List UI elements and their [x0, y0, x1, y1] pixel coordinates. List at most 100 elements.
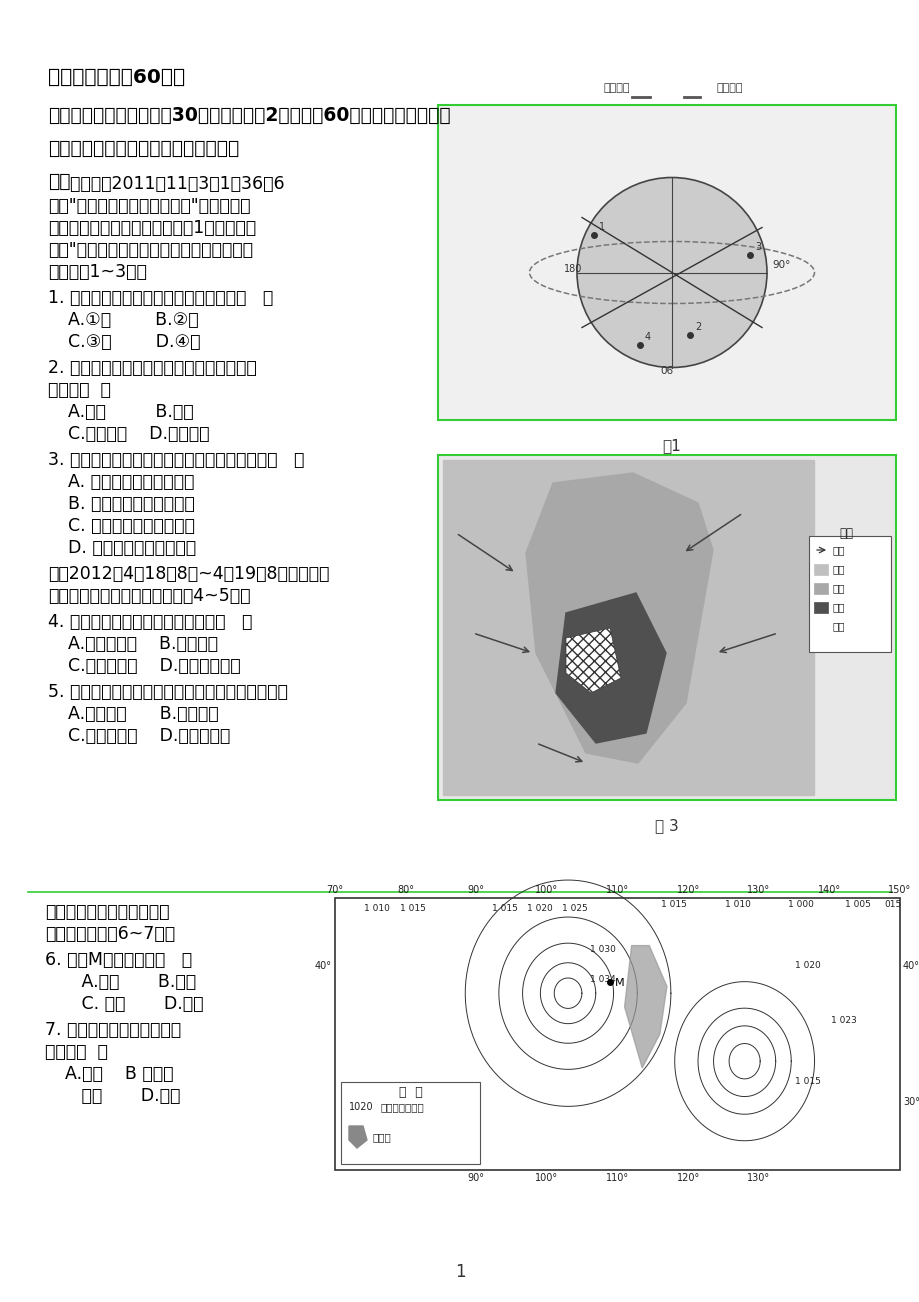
Text: 地区降水分布示意图。读图回答4~5题。: 地区降水分布示意图。读图回答4~5题。	[48, 587, 250, 605]
Text: 130°: 130°	[746, 1173, 769, 1184]
Text: 简图。读图回答6~7题。: 简图。读图回答6~7题。	[45, 924, 175, 943]
Text: 暖锋       D.冷锋: 暖锋 D.冷锋	[65, 1087, 180, 1105]
Polygon shape	[526, 473, 712, 763]
Polygon shape	[348, 1126, 367, 1148]
Text: 1 005: 1 005	[844, 900, 869, 909]
Text: 图1: 图1	[662, 437, 681, 453]
Text: 系统是（  ）: 系统是（ ）	[45, 1043, 108, 1061]
Text: 120°: 120°	[675, 885, 699, 894]
Text: （一）选择题：本大题共30小题，每小题2分，共计60分。在每小题给出的: （一）选择题：本大题共30小题，每小题2分，共计60分。在每小题给出的	[48, 105, 450, 125]
Text: 1 010: 1 010	[724, 900, 750, 909]
Text: 06: 06	[659, 366, 673, 376]
Text: 100°: 100°	[535, 885, 558, 894]
FancyBboxPatch shape	[341, 1082, 480, 1164]
Text: 等压线（百帕）: 等压线（百帕）	[380, 1101, 425, 1112]
Text: 1 015: 1 015	[491, 905, 516, 914]
Bar	[813, 583, 827, 594]
Text: 100°: 100°	[535, 1173, 558, 1184]
Text: 1 015: 1 015	[400, 905, 425, 914]
Text: 30°: 30°	[902, 1098, 919, 1107]
Text: 1. 首次成功对接时，地球表面的晨线是（   ）: 1. 首次成功对接时，地球表面的晨线是（ ）	[48, 289, 273, 307]
Text: A. 在北半球，并向北移动: A. 在北半球，并向北移动	[68, 473, 194, 491]
Text: A.①线        B.②线: A.①线 B.②线	[68, 311, 199, 329]
Text: 图 3: 图 3	[654, 818, 678, 833]
Text: 110°: 110°	[606, 885, 629, 894]
Text: 140°: 140°	[817, 885, 840, 894]
Text: 130°: 130°	[746, 885, 769, 894]
Text: 系的是（  ）: 系的是（ ）	[48, 381, 111, 398]
Text: 4: 4	[644, 332, 651, 341]
Text: 1 015: 1 015	[794, 1077, 821, 1086]
Text: 40°: 40°	[314, 961, 332, 971]
Text: 120°: 120°	[675, 1173, 699, 1184]
FancyBboxPatch shape	[437, 105, 895, 421]
Text: 秒，"天宫一号冶目标飞行器与"神舟八号冶: 秒，"天宫一号冶目标飞行器与"神舟八号冶	[48, 197, 250, 215]
Text: M: M	[614, 978, 623, 988]
Text: 70°: 70°	[326, 885, 343, 894]
Text: 1 023: 1 023	[830, 1016, 856, 1025]
Text: 神舟八号: 神舟八号	[716, 83, 743, 92]
Text: 图是2012年4月18日8时~4月19日8时我国部分: 图是2012年4月18日8时~4月19日8时我国部分	[48, 565, 329, 583]
Text: 1 010: 1 010	[364, 905, 390, 914]
Circle shape	[576, 177, 766, 367]
Text: A.云雾         B.流星: A.云雾 B.流星	[68, 404, 193, 421]
FancyBboxPatch shape	[808, 536, 890, 652]
Text: 180: 180	[563, 264, 582, 275]
Text: 1020: 1020	[348, 1101, 373, 1112]
Text: 气流: 气流	[832, 546, 845, 555]
Text: 4. 形成图示地区降水的主要原因是（   ）: 4. 形成图示地区降水的主要原因是（ ）	[48, 613, 252, 631]
Polygon shape	[624, 945, 666, 1068]
Text: C. 在南半球，并向南移动: C. 在南半球，并向南移动	[68, 517, 195, 535]
Text: 1 034: 1 034	[590, 975, 616, 984]
Text: 上图是某区域某时地面天气: 上图是某区域某时地面天气	[45, 904, 169, 921]
Bar	[813, 564, 827, 575]
Polygon shape	[565, 628, 620, 693]
Text: B. 在北半球，并向南移动: B. 在北半球，并向南移动	[68, 495, 195, 513]
Text: 冶与"天宫一号冶首次对接空间位置示意图。: 冶与"天宫一号冶首次对接空间位置示意图。	[48, 241, 253, 259]
Text: 7. 产生图示区域降水的天气: 7. 产生图示区域降水的天气	[45, 1021, 181, 1039]
Text: 1 020: 1 020	[527, 905, 552, 914]
Text: C. 西北       D.西南: C. 西北 D.西南	[65, 995, 203, 1013]
Text: 中雨: 中雨	[832, 583, 845, 592]
Bar	[813, 621, 827, 631]
Text: 110°: 110°	[606, 1173, 629, 1184]
Text: A.江汉平原      B.四川盆地: A.江汉平原 B.四川盆地	[68, 704, 219, 723]
Text: 大雨: 大雨	[832, 602, 845, 612]
Text: 图  例: 图 例	[398, 1086, 422, 1099]
Text: A.气旋    B 反气旋: A.气旋 B 反气旋	[65, 1065, 174, 1083]
Text: 图例: 图例	[838, 527, 852, 540]
Text: C.珠江三角洲    D.长江三角洲: C.珠江三角洲 D.长江三角洲	[68, 727, 230, 745]
Text: 1 030: 1 030	[590, 945, 616, 954]
Text: A.东北       B.东南: A.东北 B.东南	[65, 973, 196, 991]
Text: 6. 图中M地的风向是（   ）: 6. 图中M地的风向是（ ）	[45, 950, 192, 969]
Text: 1: 1	[454, 1263, 465, 1281]
Text: 3. 成功实现首次交会对接这一天，太阳直射点（   ）: 3. 成功实现首次交会对接这一天，太阳直射点（ ）	[48, 450, 304, 469]
Text: 一、选择题（共60分）: 一、选择题（共60分）	[48, 68, 185, 87]
Text: C.③线        D.④线: C.③线 D.④线	[68, 333, 200, 352]
Text: 1 020: 1 020	[794, 961, 820, 970]
Text: 015: 015	[883, 900, 901, 909]
Text: 的。: 的。	[48, 172, 71, 191]
Text: C.反气旋过境    D.热带气旋影响: C.反气旋过境 D.热带气旋影响	[68, 658, 241, 674]
Text: 四个选项中，只有一项是符合题目要求: 四个选项中，只有一项是符合题目要求	[48, 139, 239, 158]
FancyBboxPatch shape	[437, 454, 895, 799]
Text: 40°: 40°	[902, 961, 919, 971]
Text: 1 015: 1 015	[661, 900, 686, 909]
Polygon shape	[555, 592, 665, 743]
Text: 2. 最可能干扰航天器与地面指挥系统通信联: 2. 最可能干扰航天器与地面指挥系统通信联	[48, 359, 256, 378]
Polygon shape	[443, 460, 813, 796]
Text: A.高压脊控制    B.锋面活动: A.高压脊控制 B.锋面活动	[68, 635, 218, 654]
Text: 1 000: 1 000	[788, 900, 813, 909]
Text: 读图回答1~3题。: 读图回答1~3题。	[48, 263, 147, 281]
Text: 飞船成功实现首次交会对接。图1是神舟八号: 飞船成功实现首次交会对接。图1是神舟八号	[48, 219, 255, 237]
Text: 90°: 90°	[467, 1173, 484, 1184]
Text: 天宫一号: 天宫一号	[603, 83, 630, 92]
Text: 80°: 80°	[397, 885, 414, 894]
Text: C.太阳活动    D.太阳辐射: C.太阳活动 D.太阳辐射	[68, 424, 210, 443]
Text: 90°: 90°	[771, 259, 789, 270]
Text: 北京时间2011年11月3日1时36分6: 北京时间2011年11月3日1时36分6	[48, 174, 284, 193]
Text: 5. 若图示降水持续多日，最易发生洪涝的地区是（: 5. 若图示降水持续多日，最易发生洪涝的地区是（	[48, 684, 288, 700]
Text: 1: 1	[598, 221, 605, 232]
FancyBboxPatch shape	[335, 898, 899, 1170]
Text: 150°: 150°	[888, 885, 911, 894]
